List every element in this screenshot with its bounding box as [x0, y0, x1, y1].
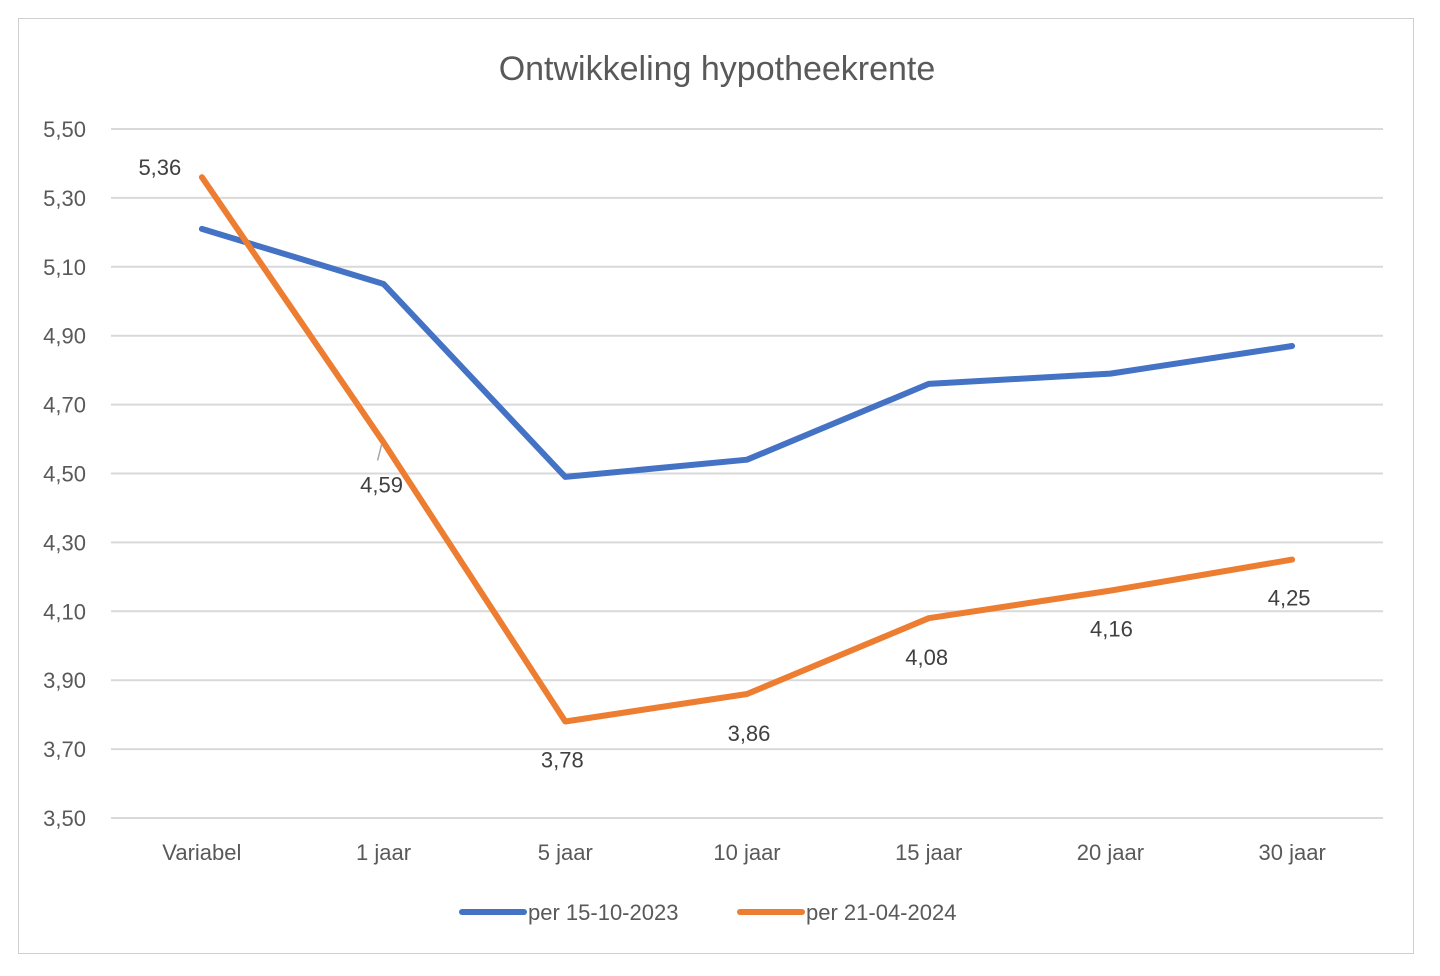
y-tick-label: 4,90 — [43, 324, 86, 349]
chart-title: Ontwikkeling hypotheekrente — [499, 50, 936, 88]
data-label: 4,25 — [1268, 586, 1311, 611]
data-point — [564, 721, 566, 723]
y-tick-label: 4,50 — [43, 462, 86, 487]
data-labels: 5,36 4,59 3,78 3,86 4,08 4,16 4,25 — [138, 155, 1310, 772]
data-point — [1109, 373, 1111, 375]
x-tick-label: 20 jaar — [1077, 840, 1144, 865]
data-label: 4,08 — [905, 645, 948, 670]
y-tick-label: 5,50 — [43, 117, 86, 142]
y-tick-label: 4,10 — [43, 599, 86, 624]
x-tick-label: 15 jaar — [895, 840, 962, 865]
data-point — [201, 228, 203, 230]
data-label-leader — [376, 444, 383, 461]
data-label: 4,59 — [360, 472, 403, 497]
data-point — [746, 693, 748, 695]
x-tick-label: 5 jaar — [538, 840, 593, 865]
data-point — [928, 383, 930, 385]
y-tick-label: 4,30 — [43, 530, 86, 555]
data-label: 5,36 — [138, 155, 181, 180]
series-lines — [198, 174, 1296, 725]
data-point — [1291, 345, 1293, 347]
y-axis: 3,50 3,70 3,90 4,10 4,30 4,50 4,70 4,90 5,10 5,30… — [43, 117, 86, 831]
x-tick-label: 1 jaar — [356, 840, 411, 865]
legend: per 15-10-2023 per 21-04-2024 — [459, 900, 956, 925]
gridlines — [111, 128, 1383, 819]
y-tick-label: 3,50 — [43, 806, 86, 831]
data-point — [1109, 590, 1111, 592]
x-tick-label: 10 jaar — [713, 840, 780, 865]
data-label: 4,16 — [1090, 617, 1133, 642]
y-tick-label: 5,10 — [43, 255, 86, 280]
x-tick-label: Variabel — [162, 840, 241, 865]
data-point — [383, 283, 385, 285]
data-label: 3,78 — [541, 748, 584, 773]
legend-label-1: per 21-04-2024 — [806, 900, 956, 925]
data-point — [383, 441, 385, 443]
data-label: 3,86 — [728, 721, 771, 746]
chart-frame — [18, 18, 1414, 954]
data-point — [201, 176, 203, 178]
x-tick-label: 30 jaar — [1259, 840, 1326, 865]
y-tick-label: 5,30 — [43, 186, 86, 211]
legend-label-0: per 15-10-2023 — [528, 900, 678, 925]
data-point — [1291, 559, 1293, 561]
y-tick-label: 4,70 — [43, 393, 86, 418]
x-axis: Variabel 1 jaar 5 jaar 10 jaar 15 jaar 20 jaa… — [162, 840, 1325, 865]
y-tick-label: 3,90 — [43, 668, 86, 693]
y-tick-label: 3,70 — [43, 737, 86, 762]
data-point — [564, 476, 566, 478]
data-point — [746, 459, 748, 461]
data-point — [928, 617, 930, 619]
